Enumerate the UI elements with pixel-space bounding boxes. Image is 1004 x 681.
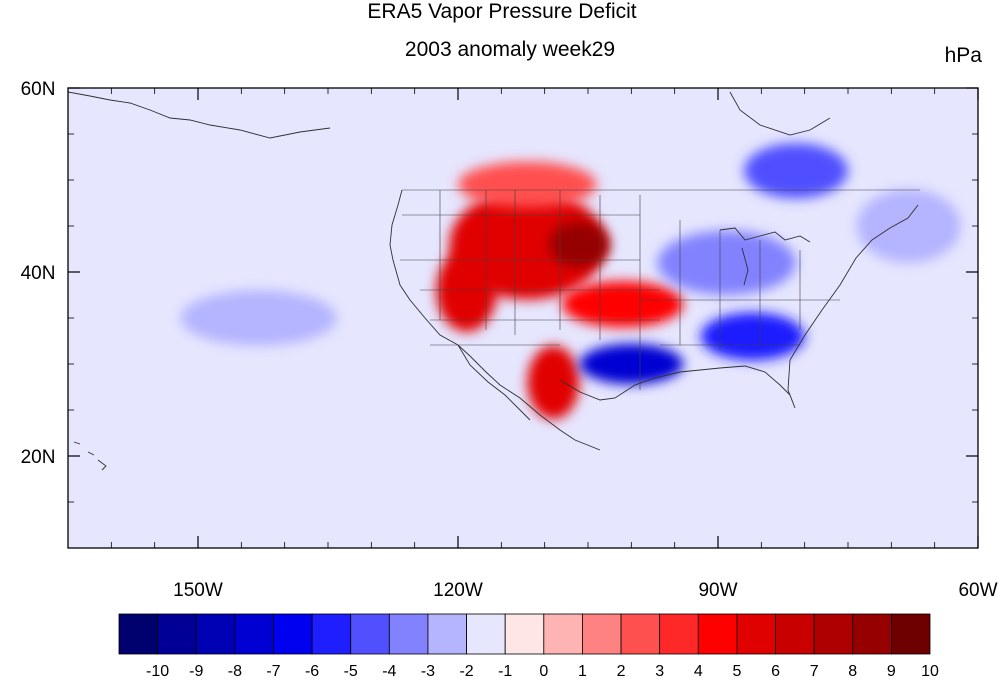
colorbar-box bbox=[157, 613, 197, 655]
x-tick-label: 60W bbox=[958, 580, 997, 601]
colorbar-label: -10 bbox=[146, 663, 169, 680]
colorbar-box bbox=[504, 613, 545, 655]
anomaly-north-pacific-moist bbox=[180, 290, 337, 346]
anomaly-field bbox=[180, 143, 961, 420]
colorbar-label: 1 bbox=[578, 663, 587, 680]
alaska-coast-outline bbox=[68, 91, 331, 139]
anomaly-sonora-mexico bbox=[527, 345, 580, 420]
anomaly-texas-moist-anomaly bbox=[579, 343, 684, 385]
colorbar-box bbox=[775, 613, 815, 655]
colorbar-box bbox=[350, 613, 390, 655]
y-tick-label: 20N bbox=[21, 447, 56, 468]
colorbar-box bbox=[427, 613, 467, 655]
colorbar bbox=[118, 613, 931, 655]
colorbar-label: 5 bbox=[732, 663, 741, 680]
anomaly-wyoming-core bbox=[549, 221, 610, 268]
colorbar-label: 6 bbox=[771, 663, 780, 680]
colorbar-label: 7 bbox=[810, 663, 819, 680]
y-tick-label: 40N bbox=[21, 263, 56, 284]
gulf-coast-outline bbox=[559, 204, 919, 409]
anomaly-quebec-moist bbox=[744, 143, 848, 199]
x-tick-label: 150W bbox=[173, 580, 223, 601]
colorbar-label: 10 bbox=[921, 663, 939, 680]
map-tick-labels: 150W 120W 90W 60W 60N 40N 20N bbox=[21, 79, 998, 601]
colorbar-box bbox=[813, 613, 854, 655]
anomaly-southeast-us-moist bbox=[700, 312, 805, 361]
colorbar-box bbox=[388, 613, 429, 655]
map-tick-marks bbox=[67, 87, 979, 549]
plot-subtitle: 2003 anomaly week29 bbox=[404, 38, 616, 61]
anomaly-great-lakes-moist bbox=[657, 230, 797, 295]
colorbar-box bbox=[543, 613, 583, 655]
coastlines bbox=[68, 91, 919, 471]
colorbar-box bbox=[620, 613, 661, 655]
units-label: hPa bbox=[944, 44, 982, 67]
hudson-bay-outline bbox=[729, 91, 831, 136]
anomaly-canada-west bbox=[457, 161, 597, 208]
colorbar-labels: -10 -9 -8 -7 -6 -5 -4 -3 -2 -1 0 1 2 3 4 5 6 7 8 9 10 bbox=[146, 663, 939, 680]
colorbar-label: 9 bbox=[887, 663, 896, 680]
y-tick-label: 60N bbox=[21, 79, 56, 100]
colorbar-label: -3 bbox=[421, 663, 435, 680]
colorbar-label: -7 bbox=[266, 663, 280, 680]
plot-title: ERA5 Vapor Pressure Deficit bbox=[367, 0, 637, 23]
baja-outline bbox=[457, 344, 531, 421]
colorbar-box bbox=[736, 613, 776, 655]
colorbar-box bbox=[659, 613, 699, 655]
colorbar-label: -8 bbox=[228, 663, 242, 680]
x-tick-label: 120W bbox=[433, 580, 483, 601]
colorbar-box bbox=[273, 613, 313, 655]
colorbar-label: 8 bbox=[848, 663, 857, 680]
colorbar-box bbox=[890, 613, 931, 655]
x-tick-label: 90W bbox=[698, 580, 737, 601]
colorbar-box bbox=[195, 613, 236, 655]
colorbar-box bbox=[582, 613, 622, 655]
colorbar-box bbox=[466, 613, 506, 655]
colorbar-label: -2 bbox=[459, 663, 473, 680]
colorbar-label: 2 bbox=[617, 663, 626, 680]
colorbar-box bbox=[697, 613, 738, 655]
colorbar-label: 3 bbox=[655, 663, 664, 680]
great-lakes-outline bbox=[719, 227, 811, 286]
anomaly-atlantic-moist bbox=[856, 189, 961, 263]
colorbar-label: 0 bbox=[539, 663, 548, 680]
anomaly-california-nevada bbox=[436, 249, 497, 332]
colorbar-label: -4 bbox=[382, 663, 396, 680]
colorbar-box bbox=[311, 613, 352, 655]
anomaly-southern-plains bbox=[562, 281, 684, 328]
colorbar-box bbox=[234, 613, 274, 655]
hawaii-outline bbox=[73, 441, 107, 471]
state-borders bbox=[400, 189, 920, 390]
colorbar-box bbox=[118, 613, 159, 655]
colorbar-label: -1 bbox=[498, 663, 512, 680]
colorbar-label: -6 bbox=[305, 663, 319, 680]
west-coast-outline bbox=[389, 189, 601, 451]
colorbar-box bbox=[852, 613, 892, 655]
colorbar-label: -9 bbox=[189, 663, 203, 680]
colorbar-label: -5 bbox=[344, 663, 358, 680]
colorbar-label: 4 bbox=[694, 663, 703, 680]
